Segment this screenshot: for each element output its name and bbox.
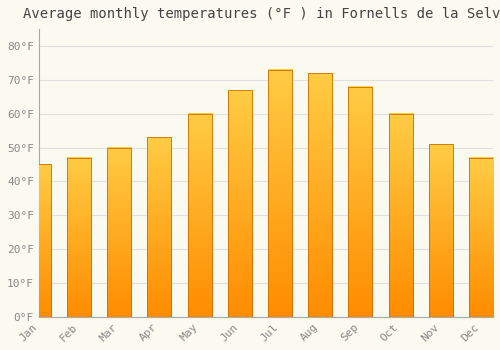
Bar: [67, 158, 91, 317]
Bar: [107, 148, 132, 317]
Bar: [188, 114, 212, 317]
Bar: [469, 158, 493, 317]
Bar: [268, 70, 292, 317]
Bar: [148, 138, 172, 317]
Bar: [428, 144, 453, 317]
Bar: [308, 73, 332, 317]
Bar: [26, 164, 51, 317]
Bar: [348, 86, 372, 317]
Title: Average monthly temperatures (°F ) in Fornells de la Selva: Average monthly temperatures (°F ) in Fo…: [23, 7, 500, 21]
Bar: [228, 90, 252, 317]
Bar: [388, 114, 412, 317]
